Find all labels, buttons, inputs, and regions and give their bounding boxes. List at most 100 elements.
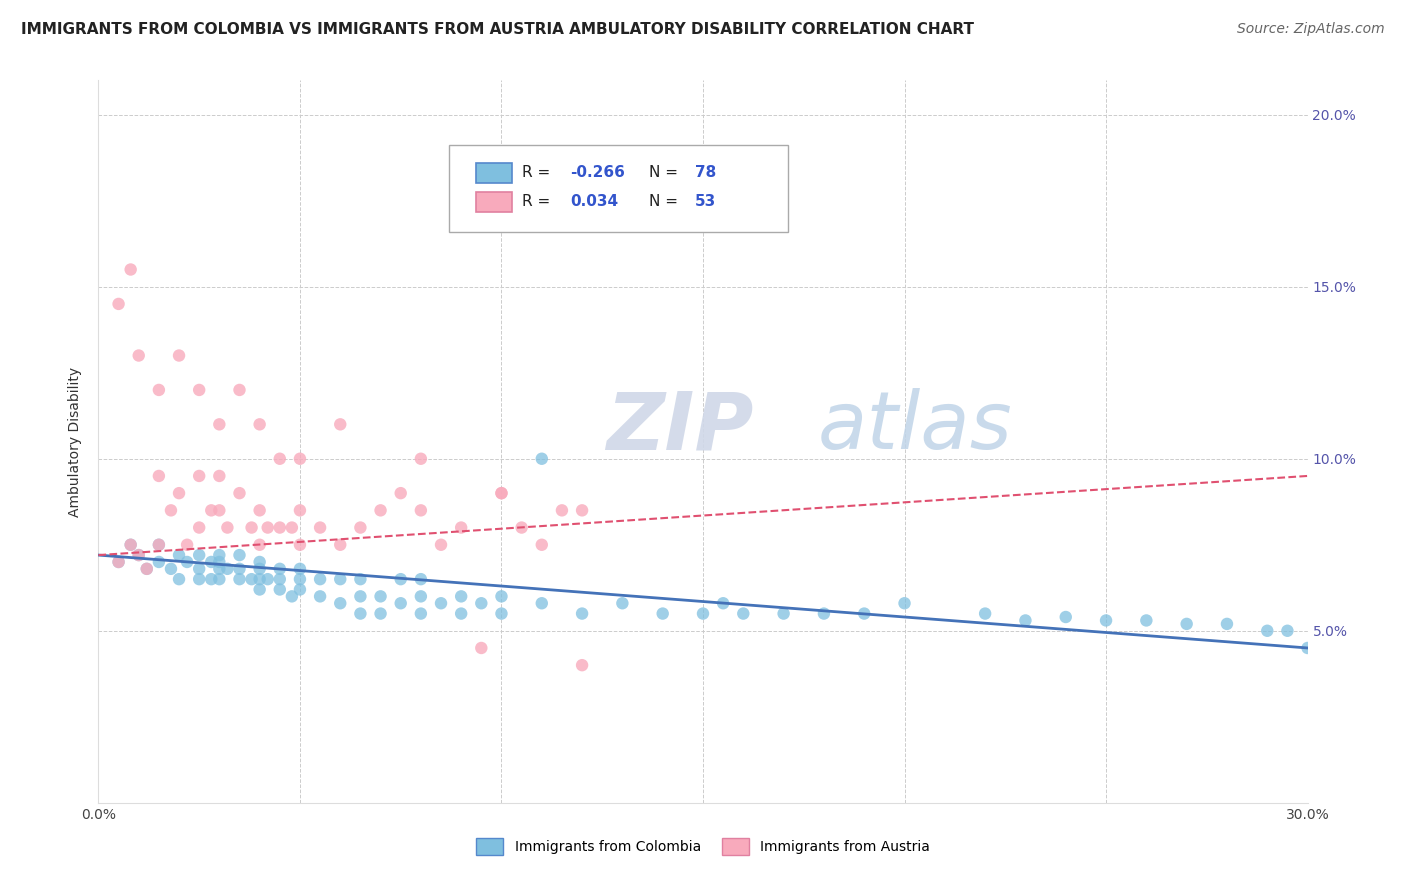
Point xyxy=(208,562,231,576)
Point xyxy=(329,417,352,432)
Point xyxy=(107,555,129,569)
Point xyxy=(167,548,190,562)
Point xyxy=(329,596,352,610)
Point xyxy=(148,555,170,569)
Point xyxy=(188,572,211,586)
Point xyxy=(711,596,734,610)
Text: atlas: atlas xyxy=(818,388,1012,467)
Point xyxy=(249,417,271,432)
Point xyxy=(1135,614,1157,628)
Point xyxy=(228,562,250,576)
Point xyxy=(208,417,231,432)
Text: R =: R = xyxy=(522,194,550,209)
Y-axis label: Ambulatory Disability: Ambulatory Disability xyxy=(69,367,83,516)
Point xyxy=(167,486,190,500)
Text: ZIP: ZIP xyxy=(606,388,754,467)
Point xyxy=(128,548,150,562)
Point xyxy=(249,503,271,517)
Point xyxy=(228,548,250,562)
Point xyxy=(309,590,332,604)
Point xyxy=(217,520,239,534)
Point xyxy=(370,590,392,604)
Legend: Immigrants from Colombia, Immigrants from Austria: Immigrants from Colombia, Immigrants fro… xyxy=(470,833,936,861)
Point xyxy=(188,520,211,534)
Point xyxy=(176,555,198,569)
Point xyxy=(309,572,332,586)
Text: N =: N = xyxy=(648,165,678,180)
Point xyxy=(160,562,183,576)
Point xyxy=(409,607,432,621)
Point xyxy=(256,520,278,534)
Text: IMMIGRANTS FROM COLOMBIA VS IMMIGRANTS FROM AUSTRIA AMBULATORY DISABILITY CORREL: IMMIGRANTS FROM COLOMBIA VS IMMIGRANTS F… xyxy=(21,22,974,37)
FancyBboxPatch shape xyxy=(449,145,787,232)
Point xyxy=(571,658,593,673)
Point xyxy=(288,538,311,552)
Point xyxy=(813,607,835,621)
Point xyxy=(188,469,211,483)
Point xyxy=(188,383,211,397)
Point xyxy=(208,555,231,569)
Point xyxy=(329,538,352,552)
Point xyxy=(208,469,231,483)
Point xyxy=(853,607,876,621)
Point xyxy=(450,590,472,604)
Point xyxy=(120,538,142,552)
Point xyxy=(269,572,291,586)
Text: R =: R = xyxy=(522,165,550,180)
FancyBboxPatch shape xyxy=(475,162,512,183)
Point xyxy=(160,503,183,517)
Point xyxy=(470,596,492,610)
Text: 78: 78 xyxy=(695,165,716,180)
Point xyxy=(491,590,513,604)
Point xyxy=(269,451,291,466)
Point xyxy=(148,383,170,397)
Point xyxy=(349,572,371,586)
Point xyxy=(491,607,513,621)
Point xyxy=(450,520,472,534)
Point xyxy=(148,469,170,483)
Point xyxy=(571,503,593,517)
Point xyxy=(1216,616,1239,631)
Point xyxy=(450,607,472,621)
Point xyxy=(249,572,271,586)
Point xyxy=(430,538,453,552)
Text: 53: 53 xyxy=(695,194,716,209)
Point xyxy=(430,596,453,610)
Point xyxy=(389,572,412,586)
Point xyxy=(530,596,553,610)
Point xyxy=(409,503,432,517)
Point xyxy=(256,572,278,586)
Point xyxy=(228,486,250,500)
Point xyxy=(269,562,291,576)
Point xyxy=(1256,624,1278,638)
Point xyxy=(200,572,222,586)
Point xyxy=(1277,624,1299,638)
Point xyxy=(249,562,271,576)
Point xyxy=(409,572,432,586)
Text: N =: N = xyxy=(648,194,678,209)
Point xyxy=(309,520,332,534)
Point xyxy=(107,297,129,311)
Point xyxy=(733,607,755,621)
Point xyxy=(530,451,553,466)
Point xyxy=(188,562,211,576)
Point xyxy=(240,572,263,586)
Point xyxy=(409,451,432,466)
Point xyxy=(288,582,311,597)
Point xyxy=(389,486,412,500)
Point xyxy=(188,548,211,562)
Point xyxy=(249,538,271,552)
Point xyxy=(974,607,997,621)
Point xyxy=(1175,616,1198,631)
Point xyxy=(135,562,157,576)
Point xyxy=(651,607,673,621)
Point xyxy=(349,607,371,621)
Point xyxy=(228,572,250,586)
Point xyxy=(148,538,170,552)
Point xyxy=(148,538,170,552)
Point xyxy=(128,349,150,363)
Point xyxy=(200,555,222,569)
Point xyxy=(281,590,304,604)
Point xyxy=(288,451,311,466)
Point xyxy=(288,503,311,517)
